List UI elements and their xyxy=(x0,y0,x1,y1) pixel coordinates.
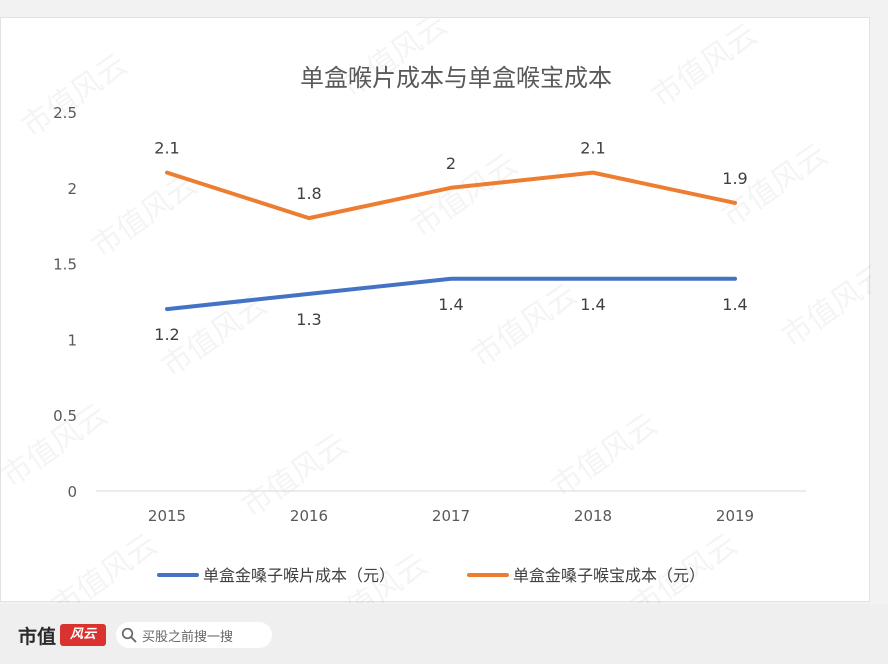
x-tick-label: 2015 xyxy=(148,507,186,525)
data-label: 1.4 xyxy=(580,295,605,314)
data-label: 1.9 xyxy=(722,169,747,188)
search-icon xyxy=(116,622,142,648)
watermark-text: 市值风云 xyxy=(466,277,584,374)
footer-bar: 市值 风云 买股之前搜一搜 xyxy=(0,604,888,664)
brand-logo[interactable]: 市值 风云 xyxy=(18,622,107,648)
brand-text: 市值 xyxy=(18,625,57,648)
series-line xyxy=(165,276,737,312)
x-tick-label: 2017 xyxy=(432,507,470,525)
x-axis: 2015 2016 2017 2018 2019 xyxy=(96,490,806,525)
watermark-text: 市值风云 xyxy=(86,167,204,264)
watermark-text: 市值风云 xyxy=(16,47,134,144)
chart-card: 市值风云 市值风云 市值风云 市值风云 市值风云 市值风云 市值风云 市值风云 市值风云 市值风云… xyxy=(0,17,871,603)
legend: 单盒金嗓子喉片成本（元） 单盒金嗓子喉宝成本（元） xyxy=(157,566,705,585)
y-tick-label: 1 xyxy=(67,331,77,349)
x-tick-label: 2016 xyxy=(290,507,328,525)
data-label: 2.1 xyxy=(154,139,179,158)
data-label: 1.3 xyxy=(296,310,321,329)
watermark-text: 市值风云 xyxy=(646,18,764,115)
data-label: 1.8 xyxy=(296,184,321,203)
data-label: 1.2 xyxy=(154,325,179,344)
search-box[interactable]: 买股之前搜一搜 xyxy=(116,622,272,648)
legend-label: 单盒金嗓子喉片成本（元） xyxy=(203,566,395,585)
series-2: 2.1 1.8 2 2.1 1.9 xyxy=(154,139,748,221)
data-label: 2.1 xyxy=(580,139,605,158)
data-label: 1.4 xyxy=(438,295,463,314)
series-line xyxy=(165,170,737,221)
watermark-text: 市值风云 xyxy=(406,147,524,244)
legend-label: 单盒金嗓子喉宝成本（元） xyxy=(513,566,705,585)
y-tick-label: 2.5 xyxy=(53,104,77,122)
x-tick-label: 2019 xyxy=(716,507,754,525)
y-tick-label: 2 xyxy=(67,180,77,198)
x-tick-label: 2018 xyxy=(574,507,612,525)
chart-title: 单盒喉片成本与单盒喉宝成本 xyxy=(300,64,612,92)
y-tick-label: 1.5 xyxy=(53,256,77,274)
series-1: 1.2 1.3 1.4 1.4 1.4 xyxy=(154,276,748,344)
watermark-text: 市值风云 xyxy=(546,407,664,504)
brand-badge: 风云 xyxy=(60,624,107,646)
y-axis: 0 0.5 1 1.5 2 2.5 xyxy=(53,104,77,501)
y-tick-label: 0.5 xyxy=(53,407,77,425)
search-placeholder: 买股之前搜一搜 xyxy=(142,629,234,645)
watermark-text: 市值风云 xyxy=(776,257,871,354)
data-label: 1.4 xyxy=(722,295,747,314)
watermark-text: 市值风云 xyxy=(46,527,164,603)
y-tick-label: 0 xyxy=(67,483,77,501)
data-label: 2 xyxy=(446,154,456,173)
series-layer: 1.2 1.3 1.4 1.4 1.4 2.1 1.8 2 2.1 1.9 xyxy=(154,139,747,344)
